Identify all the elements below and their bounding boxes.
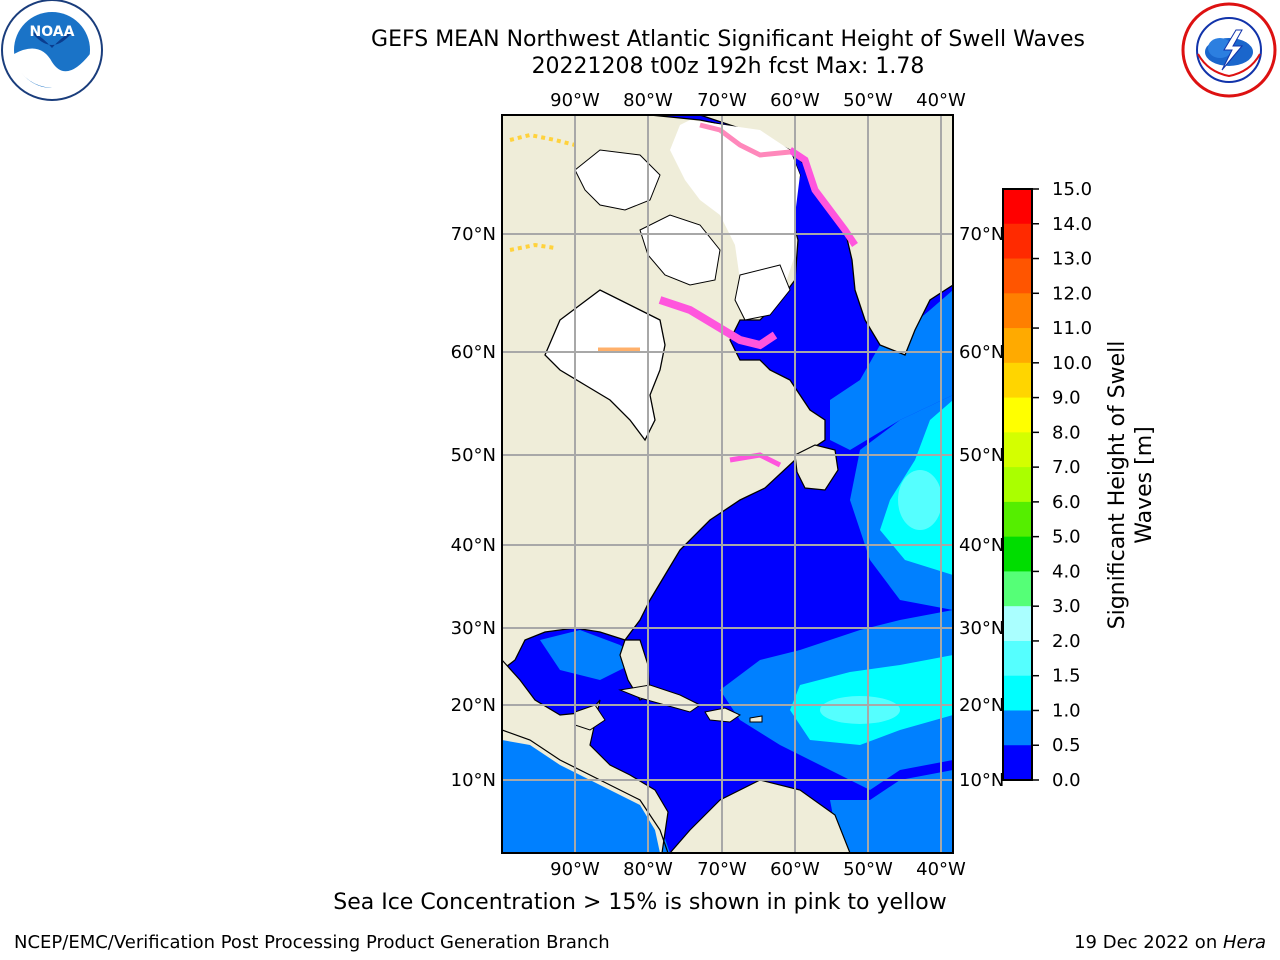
colorbar-label-line1: Significant Height of Swell bbox=[1105, 341, 1130, 630]
lat-label-right: 50°N bbox=[959, 445, 1004, 466]
colorbar-bin bbox=[1003, 501, 1032, 538]
swell-zone-0.5-1.0-north bbox=[830, 290, 953, 450]
nws-logo-icon bbox=[1181, 2, 1277, 98]
colorbar-bin bbox=[1003, 362, 1032, 399]
colorbar-bin bbox=[1003, 640, 1032, 677]
swell-zone-0.5-1.0-south bbox=[830, 770, 953, 853]
colorbar-bin bbox=[1003, 189, 1032, 225]
sea-ice-edge-baffin bbox=[699, 122, 791, 158]
lat-label-right: 10°N bbox=[959, 770, 1004, 791]
colorbar-bin bbox=[1003, 571, 1032, 607]
swell-zone-1.5-2.0-east bbox=[898, 470, 942, 530]
lat-label-right: 70°N bbox=[959, 224, 1004, 245]
colorbar-bin bbox=[1003, 606, 1032, 642]
lat-label-right: 40°N bbox=[959, 535, 1004, 556]
colorbar-tick-label: 4.0 bbox=[1052, 561, 1081, 582]
colorbar-tick-label: 2.0 bbox=[1052, 631, 1081, 652]
footer-date-text: 19 Dec 2022 on bbox=[1074, 932, 1223, 953]
pacific-ocean bbox=[502, 740, 660, 853]
colorbar-bin bbox=[1003, 467, 1032, 503]
greenland-ice bbox=[670, 120, 800, 305]
arctic-ice-2 bbox=[639, 214, 721, 286]
colorbar-tick-label: 15.0 bbox=[1052, 179, 1092, 200]
lon-label-bottom: 60°W bbox=[770, 859, 820, 880]
lon-label-top: 60°W bbox=[770, 90, 820, 111]
lat-label-left: 40°N bbox=[451, 535, 496, 556]
map-title: GEFS MEAN Northwest Atlantic Significant… bbox=[371, 27, 1085, 52]
colorbar-tick-label: 6.0 bbox=[1052, 492, 1081, 513]
colorbar-bin bbox=[1003, 397, 1032, 433]
colorbar-bin bbox=[1003, 536, 1032, 572]
map-subtitle: 20221208 t00z 192h fcst Max: 1.78 bbox=[531, 54, 925, 79]
sea-ice-edge-greenland bbox=[788, 147, 858, 247]
colorbar-tick-label: 11.0 bbox=[1052, 318, 1092, 339]
lon-label-top: 90°W bbox=[550, 90, 600, 111]
colorbar-bin bbox=[1003, 432, 1032, 468]
colorbar-bin bbox=[1003, 675, 1032, 711]
lat-label-right: 20°N bbox=[959, 695, 1004, 716]
colorbar-bin bbox=[1003, 223, 1032, 260]
colorbar-tick-label: 7.0 bbox=[1052, 457, 1081, 478]
noaa-logo-text: NOAA bbox=[30, 24, 75, 40]
lon-label-bottom: 90°W bbox=[550, 859, 600, 880]
lat-label-right: 60°N bbox=[959, 342, 1004, 363]
sea-ice-edge-arctic-1 bbox=[509, 132, 576, 147]
colorbar-tick-label: 1.5 bbox=[1052, 666, 1081, 687]
lon-label-top: 40°W bbox=[916, 90, 966, 111]
colorbar-frame bbox=[1002, 188, 1033, 781]
colorbar-ticks: 15.0 14.0 13.0 12.0 11.0 10.0 9.0 8.0 7.0 6.0 5.0 4… bbox=[1032, 179, 1092, 791]
arctic-ice-1 bbox=[574, 149, 661, 211]
puerto-rico-land bbox=[749, 715, 763, 723]
colorbar-tick-label: 8.0 bbox=[1052, 422, 1081, 443]
lon-label-bottom: 50°W bbox=[843, 859, 893, 880]
lat-label-left: 60°N bbox=[451, 342, 496, 363]
colorbar-bin bbox=[1003, 258, 1032, 294]
noaa-logo-icon: NOAA bbox=[1, 0, 103, 101]
colorbar-tick-label: 10.0 bbox=[1052, 353, 1092, 374]
colorbar-tick-label: 9.0 bbox=[1052, 388, 1081, 409]
colorbar-tick-label: 3.0 bbox=[1052, 596, 1081, 617]
lat-label-left: 20°N bbox=[451, 695, 496, 716]
colorbar-tick-label: 0.0 bbox=[1052, 770, 1081, 791]
sea-ice-edge-hudson-strait bbox=[658, 296, 778, 350]
lon-label-top: 50°W bbox=[843, 90, 893, 111]
lat-label-left: 30°N bbox=[451, 618, 496, 639]
colorbar-tick-label: 14.0 bbox=[1052, 214, 1092, 235]
map-panel bbox=[502, 115, 953, 853]
sea-ice-edge-arctic-2 bbox=[509, 242, 556, 252]
lat-label-left: 50°N bbox=[451, 445, 496, 466]
lat-label-left: 70°N bbox=[451, 224, 496, 245]
colorbar-bin bbox=[1003, 328, 1032, 364]
colorbar-bin bbox=[1003, 745, 1032, 781]
lon-label-bottom: 80°W bbox=[623, 859, 673, 880]
map-frame bbox=[501, 114, 954, 854]
lat-label-right: 30°N bbox=[959, 618, 1004, 639]
swell-zone-0.5-1.0-gulf bbox=[540, 630, 640, 680]
colorbar-bin bbox=[1003, 293, 1032, 329]
colorbar-bin bbox=[1003, 710, 1032, 746]
colorbar-tick-label: 1.0 bbox=[1052, 700, 1081, 721]
arctic-ice-3 bbox=[734, 264, 791, 321]
south-america-land bbox=[669, 779, 851, 853]
colorbar-tick-label: 12.0 bbox=[1052, 283, 1092, 304]
swell-zone-1.5-2.0-tropical bbox=[820, 696, 900, 724]
map-gridlines bbox=[502, 115, 953, 853]
colorbar-tick-label: 13.0 bbox=[1052, 249, 1092, 270]
lon-label-top: 80°W bbox=[623, 90, 673, 111]
colorbar-tick-label: 0.5 bbox=[1052, 735, 1081, 756]
footer-date: 19 Dec 2022 on Hera bbox=[1074, 932, 1266, 953]
colorbar-label-line2: Waves [m] bbox=[1132, 426, 1157, 543]
colorbar-tick-label: 5.0 bbox=[1052, 527, 1081, 548]
footer-credit: NCEP/EMC/Verification Post Processing Pr… bbox=[14, 932, 610, 953]
lon-label-bottom: 40°W bbox=[916, 859, 966, 880]
lat-label-left: 10°N bbox=[451, 770, 496, 791]
footer-host: Hera bbox=[1222, 932, 1266, 953]
newfoundland-land bbox=[794, 444, 839, 491]
lon-label-bottom: 70°W bbox=[697, 859, 747, 880]
sea-ice-note: Sea Ice Concentration > 15% is shown in … bbox=[333, 890, 947, 915]
colorbar bbox=[1003, 189, 1032, 781]
lon-label-top: 70°W bbox=[697, 90, 747, 111]
